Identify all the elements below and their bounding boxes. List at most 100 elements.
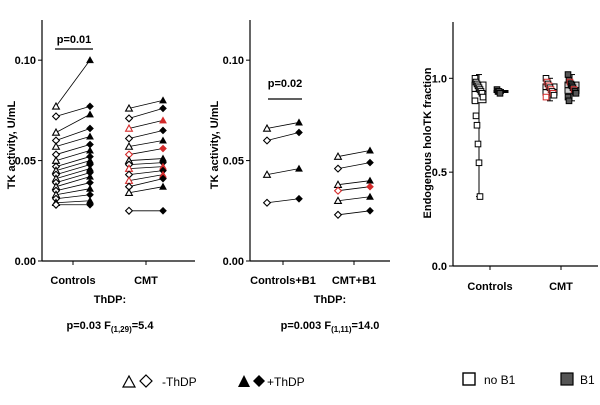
p1-stats-tail: =5.4 — [132, 320, 155, 332]
p3-1-b1-filled-square-point — [565, 97, 573, 105]
p1-pair-line — [55, 164, 91, 176]
p1-filled-triangle-point — [86, 172, 94, 180]
legend-b1: B1 — [560, 372, 595, 387]
p1-axes: 0.00 0.05 0.10 — [15, 20, 195, 268]
p1-pair-line — [55, 168, 91, 180]
p1-ylabel: TK activity, U/mL — [6, 101, 18, 190]
p1-filled-diamond-point — [159, 104, 167, 113]
p3-marks — [471, 71, 580, 200]
p1-pair-line — [55, 156, 91, 167]
p1-pair-line — [55, 200, 91, 204]
legend-minus-thdp: -ThDP — [121, 374, 197, 389]
p3-ytick-label: 1.0 — [432, 73, 447, 85]
p1-xtick-cmt: CMT — [134, 275, 158, 287]
p2-filled-diamond-point — [366, 182, 374, 191]
p1-significance-label: p=0.01 — [57, 34, 92, 46]
p2-open-diamond-point — [262, 198, 272, 207]
legend-filled-diamond-icon — [253, 375, 265, 387]
p2-filled-triangle-point — [295, 164, 303, 172]
p3-ytick-label: 0.5 — [432, 167, 447, 179]
p2-ytick-label: 0.05 — [223, 156, 244, 168]
p2-stats-title: ThDP: — [314, 294, 346, 306]
legend-plus-thdp: +ThDP — [238, 375, 305, 389]
p1-pair-line — [55, 182, 91, 192]
p2-pair-line — [337, 162, 371, 170]
p1-open-triangle-point — [51, 127, 61, 136]
p1-pair-line — [55, 150, 91, 161]
p2-open-triangle-point — [262, 170, 272, 178]
p1-pair-line — [128, 162, 164, 165]
p3-xtick-cmt: CMT — [549, 281, 573, 293]
p1-pair-line — [55, 136, 91, 147]
p1-open-triangle-point — [124, 103, 134, 112]
p3-1-b1-filled-square-point — [572, 90, 580, 97]
p3-0-b1-filled-square-point — [496, 90, 504, 97]
p1-ytick-label: 0.00 — [15, 256, 36, 268]
p1-open-diamond-point — [124, 206, 134, 215]
p1-pair-line — [55, 188, 91, 196]
p1-marks — [51, 56, 167, 215]
p3-ylabel: Endogenous holoTK fraction — [422, 67, 434, 218]
p2-open-diamond-point — [262, 136, 272, 145]
p2-open-diamond-point — [333, 186, 343, 195]
p1-open-diamond-point — [51, 200, 61, 209]
p2-xtick-cmt-b1: CMT+B1 — [332, 275, 376, 287]
p2-significance-bar: p=0.02 — [268, 78, 303, 100]
p2-stats-main: p=0.003 F — [281, 320, 332, 332]
p2-filled-triangle-point — [366, 176, 374, 184]
p1-open-diamond-point — [124, 114, 134, 123]
p2-significance-label: p=0.02 — [268, 78, 303, 90]
p1-pair-line — [128, 178, 164, 188]
p1-pair-line — [128, 107, 164, 119]
p1-filled-diamond-point — [159, 126, 167, 135]
p1-open-triangle-point — [51, 141, 61, 150]
p1-pair-line — [55, 59, 91, 107]
p2-open-diamond-point — [333, 164, 343, 173]
p2-filled-diamond-point — [295, 128, 303, 137]
p2-pair-line — [266, 168, 300, 176]
p1-ytick-label: 0.05 — [15, 156, 36, 168]
p1-xtick-controls: Controls — [50, 275, 95, 287]
p3-0-no-b1-open-square-point — [474, 140, 482, 148]
panel-tk-activity: TK activity, U/mL 0.00 0.05 0.10 p=0.01 Co… — [6, 20, 195, 334]
p2-pair-line — [266, 132, 300, 141]
p1-stats-sub: (1,29) — [111, 325, 132, 334]
p1-filled-triangle-point — [86, 56, 94, 64]
p2-axes: 0.00 0.05 0.10 — [223, 20, 390, 268]
p1-stats-title: ThDP: — [94, 294, 126, 306]
p1-pair-line — [128, 148, 164, 155]
legend-open-diamond-icon — [139, 374, 153, 388]
p1-open-triangle-point — [124, 141, 134, 150]
p3-0-no-b1-open-square-point — [473, 121, 481, 129]
p2-pair-line — [266, 122, 300, 129]
p1-significance-bar: p=0.01 — [55, 34, 93, 50]
p1-filled-triangle-point — [159, 116, 167, 124]
p2-open-diamond-point — [333, 210, 343, 219]
p1-filled-diamond-point — [86, 102, 94, 111]
p1-pair-line — [55, 160, 91, 172]
p1-open-triangle-point — [51, 101, 61, 110]
p1-pair-line — [55, 194, 91, 200]
p1-filled-diamond-point — [86, 200, 94, 209]
p3-0-no-b1-open-square-point — [479, 93, 487, 101]
p2-stats-sub: (1,11) — [331, 325, 352, 334]
p1-pair-line — [128, 120, 164, 129]
p2-open-triangle-point — [333, 196, 343, 205]
legend-open-triangle-icon — [121, 374, 137, 388]
legend-no-b1: no B1 — [462, 372, 516, 387]
p1-filled-triangle-point — [86, 110, 94, 118]
legend: -ThDP +ThDP no B1 B1 — [121, 372, 595, 389]
p1-stats-line: p=0.03 F(1,29)=5.4 — [67, 320, 155, 334]
p1-pair-line — [128, 140, 164, 147]
p1-pair-line — [55, 128, 91, 141]
panel-holotk-fraction: Endogenous holoTK fraction 0.0 0.5 1.0 Con… — [422, 22, 598, 293]
p1-filled-diamond-point — [86, 124, 94, 133]
p2-stats-tail: =14.0 — [352, 320, 380, 332]
legend-filled-triangle-icon — [238, 375, 250, 387]
p2-pair-line — [266, 198, 300, 204]
p3-0-no-b1-open-square-point — [476, 193, 484, 200]
legend-minus-thdp-label: -ThDP — [162, 375, 197, 389]
p1-stats-main: p=0.03 F — [67, 320, 112, 332]
p1-pair-line — [128, 130, 164, 139]
